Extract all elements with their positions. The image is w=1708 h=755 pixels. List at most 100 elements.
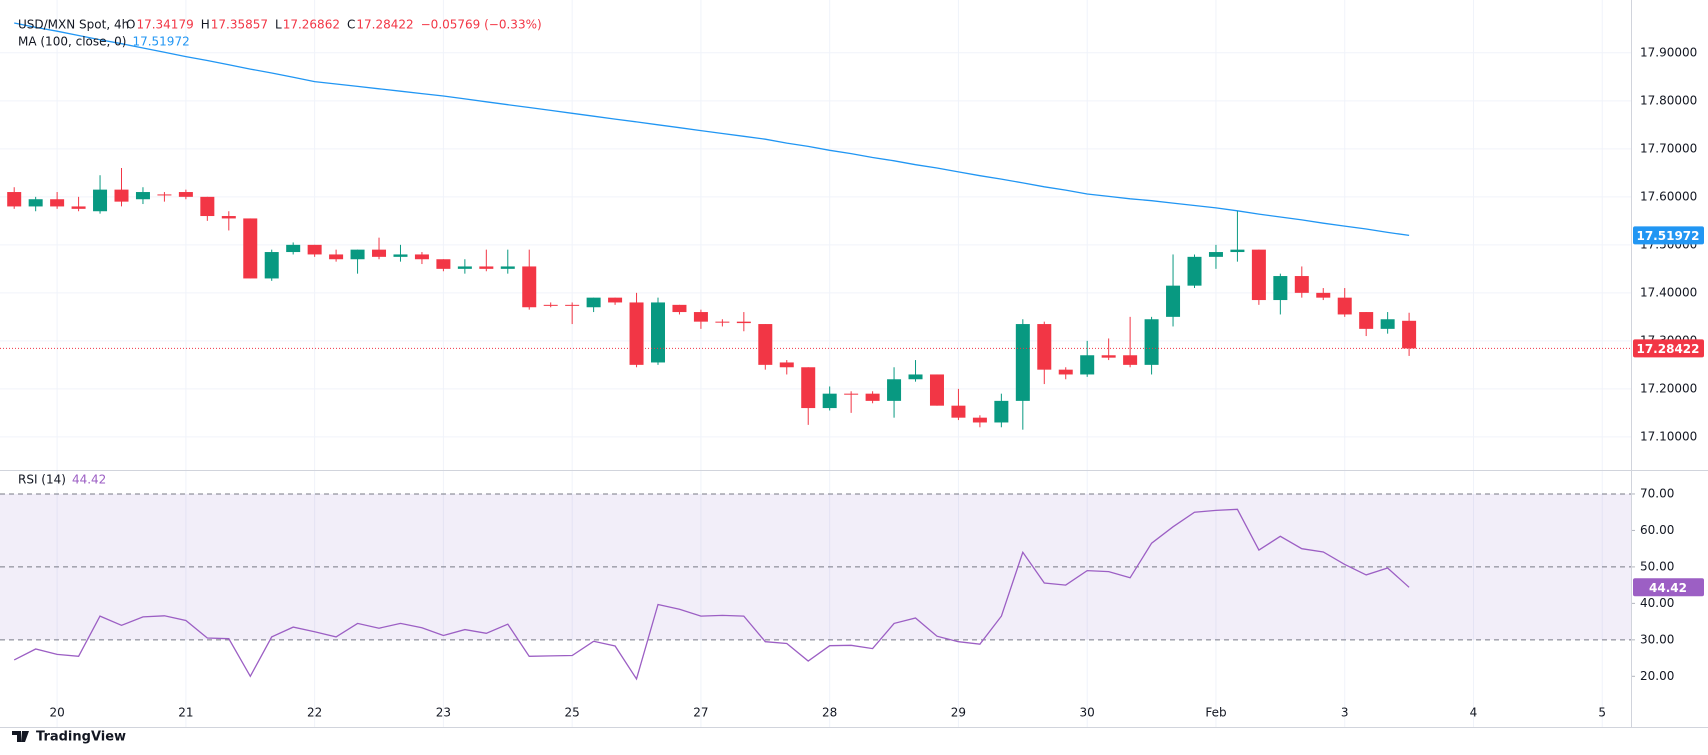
ohlc-value: 17.35857 xyxy=(211,18,268,32)
rsi-tick-label: 50.00 xyxy=(1640,559,1674,573)
candle-body xyxy=(972,417,987,423)
brand-logo xyxy=(12,731,29,742)
x-tick-label: 3 xyxy=(1341,706,1349,720)
candle-body xyxy=(608,297,623,303)
y-tick-label: 17.20000 xyxy=(1640,381,1697,395)
candle-body xyxy=(565,304,580,306)
candle-body xyxy=(651,302,665,363)
ma-price-label-box xyxy=(1633,226,1704,245)
brand: TradingView xyxy=(36,730,126,745)
candle-body xyxy=(1123,355,1138,365)
candle-body xyxy=(457,266,472,269)
candle-body xyxy=(672,304,687,313)
candle-body xyxy=(1294,276,1309,293)
change: −0.05769 (−0.33%) xyxy=(421,18,542,32)
y-tick-label: 17.90000 xyxy=(1640,45,1697,59)
candle-body xyxy=(50,199,65,207)
candle-body xyxy=(114,189,129,202)
rsi-tick-label: 70.00 xyxy=(1640,486,1674,500)
candle-body xyxy=(887,379,902,401)
x-tick-label: 27 xyxy=(693,706,708,720)
ohlc-value: 17.28422 xyxy=(356,18,413,32)
ma-line xyxy=(14,22,1410,237)
candle-body xyxy=(908,374,923,380)
x-tick-label: Feb xyxy=(1205,706,1226,720)
ma-value: 17.51972 xyxy=(132,35,189,49)
rsi-tick-label: 40.00 xyxy=(1640,596,1674,610)
candle-body xyxy=(286,244,301,253)
candle-body xyxy=(1230,249,1245,253)
last-price-label: 17.28422 xyxy=(1636,342,1699,356)
candle-body xyxy=(393,254,408,257)
x-tick-label: 4 xyxy=(1470,706,1478,720)
x-tick-label: 28 xyxy=(822,706,837,720)
candle-body xyxy=(329,254,344,260)
y-tick-label: 17.40000 xyxy=(1640,285,1697,299)
ohlc-value: 17.26862 xyxy=(283,18,340,32)
rsi-line xyxy=(13,508,1410,681)
candle-body xyxy=(28,199,43,207)
ohlc-label: C xyxy=(347,18,355,32)
y-tick-label: 17.60000 xyxy=(1640,189,1697,203)
candle-body xyxy=(822,393,837,409)
y-tick-label: 17.80000 xyxy=(1640,93,1697,107)
candle-body xyxy=(1015,324,1030,401)
candle-body xyxy=(93,189,108,212)
candle-body xyxy=(350,249,365,260)
y-tick-label: 17.10000 xyxy=(1640,429,1697,443)
candle-body xyxy=(1380,319,1395,329)
ohlc-label: H xyxy=(201,18,210,32)
candle-body xyxy=(801,367,816,409)
candle-body xyxy=(715,321,730,323)
candle-body xyxy=(1101,355,1116,358)
ma-name: MA (100, close, 0) xyxy=(18,35,126,49)
rsi-tick-label: 60.00 xyxy=(1640,523,1674,537)
candle-body xyxy=(543,304,558,306)
candle-body xyxy=(629,302,644,365)
candle-body xyxy=(1208,252,1223,257)
candle-body xyxy=(1166,285,1181,317)
x-tick-label: 25 xyxy=(565,706,580,720)
ohlc-label: O xyxy=(126,18,135,32)
ma-price-label: 17.51972 xyxy=(1636,229,1699,243)
candle-body xyxy=(1337,297,1352,315)
candle-body xyxy=(372,249,387,257)
ohlc-value: 17.34179 xyxy=(136,18,193,32)
x-tick-label: 29 xyxy=(951,706,966,720)
x-tick-label: 22 xyxy=(307,706,322,720)
last-price-label-box xyxy=(1633,339,1704,358)
candle-body xyxy=(436,259,451,269)
candle-body xyxy=(479,266,494,269)
candle-body xyxy=(1080,355,1095,375)
rsi-value-label: 44.42 xyxy=(1649,581,1687,595)
symbol: USD/MXN Spot, 4h xyxy=(18,18,129,32)
candle-body xyxy=(693,312,708,322)
candle-body xyxy=(178,192,193,197)
candle-body xyxy=(758,324,773,365)
candle-body xyxy=(135,192,150,200)
candle-body xyxy=(1402,320,1417,349)
rsi-tick-label: 30.00 xyxy=(1640,632,1674,646)
candle-body xyxy=(157,194,172,196)
candle-body xyxy=(1058,369,1073,375)
candle-body xyxy=(71,206,86,209)
candle-body xyxy=(736,321,751,324)
x-tick-label: 23 xyxy=(436,706,451,720)
candle-body xyxy=(929,374,944,406)
candle-body xyxy=(7,192,22,207)
candle-body xyxy=(844,393,859,395)
candle-body xyxy=(1251,249,1266,301)
candle-body xyxy=(1316,292,1331,298)
candle-body xyxy=(865,393,880,401)
candle-body xyxy=(1037,324,1052,370)
candle-body xyxy=(994,400,1009,423)
candle-body xyxy=(243,218,258,279)
candle-body xyxy=(200,196,215,217)
rsi-value: 44.42 xyxy=(72,473,106,487)
x-tick-label: 21 xyxy=(178,706,193,720)
rsi-name: RSI (14) xyxy=(18,473,66,487)
x-tick-label: 30 xyxy=(1080,706,1095,720)
candle-body xyxy=(264,252,279,279)
candle-body xyxy=(779,362,794,368)
